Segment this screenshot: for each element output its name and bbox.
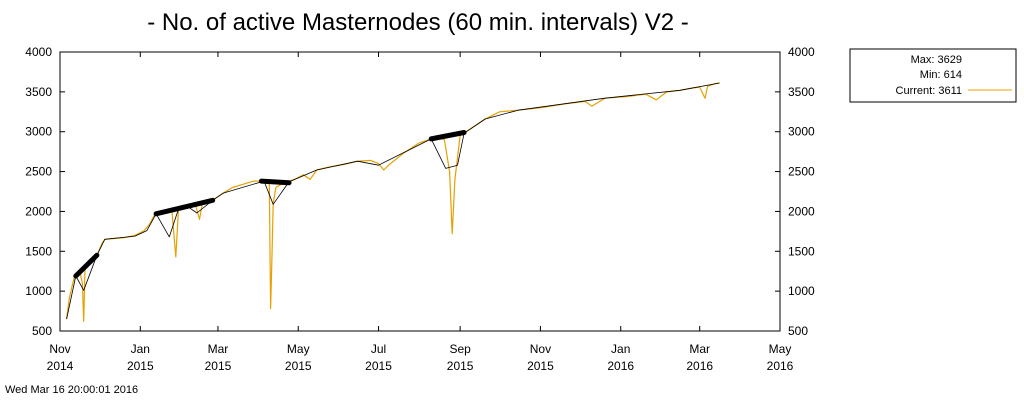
x-tick-label-year: 2015 xyxy=(527,359,554,373)
y-tick-label-left: 3000 xyxy=(25,125,52,139)
x-tick-label-year: 2016 xyxy=(607,359,634,373)
y-tick-label-right: 1500 xyxy=(788,244,815,258)
x-tick-label-year: 2016 xyxy=(767,359,794,373)
x-tick-label-month: Nov xyxy=(530,342,551,356)
y-tick-label-left: 1500 xyxy=(25,244,52,258)
y-tick-label-right: 3500 xyxy=(788,85,815,99)
highlight-segment xyxy=(258,178,292,186)
y-axis-left: 500 1000 1500 2000 2500 3000 3500 4000 xyxy=(25,45,65,338)
highlight-segment xyxy=(153,197,216,217)
x-tick-label-year: 2015 xyxy=(205,359,232,373)
y-axis-right: 500 1000 1500 2000 2500 3000 3500 4000 xyxy=(775,45,815,338)
y-tick-label-right: 3000 xyxy=(788,125,815,139)
x-tick-label-month: Mar xyxy=(689,342,710,356)
x-tick-label-month: Nov xyxy=(49,342,70,356)
y-tick-label-left: 1000 xyxy=(25,284,52,298)
y-tick-label-right: 500 xyxy=(788,324,808,338)
x-tick-label-year: 2015 xyxy=(285,359,312,373)
x-tick-label-month: May xyxy=(287,342,310,356)
x-tick-label-year: 2016 xyxy=(686,359,713,373)
x-tick-label-month: May xyxy=(769,342,792,356)
y-tick-label-left: 2000 xyxy=(25,204,52,218)
legend-max: Max: 3629 xyxy=(911,54,962,66)
plot-area xyxy=(59,51,781,332)
legend-box xyxy=(849,48,1017,103)
highlight-segment xyxy=(428,130,467,142)
legend: Max: 3629 Min: 614 Current: 3611 xyxy=(849,48,1017,103)
highlight-segment xyxy=(73,252,100,279)
x-tick-label-year: 2015 xyxy=(365,359,392,373)
x-tick-label-year: 2014 xyxy=(47,359,74,373)
x-tick-label-month: Jan xyxy=(131,342,150,356)
x-tick-label-month: Sep xyxy=(449,342,471,356)
x-axis: Nov 2014 Jan 2015 Mar 2015 May 2015 Jul 2015 Sep 20… xyxy=(47,52,794,373)
x-tick-label-month: Jul xyxy=(371,342,386,356)
y-tick-label-left: 2500 xyxy=(25,165,52,179)
y-tick-label-left: 4000 xyxy=(25,45,52,59)
legend-min: Min: 614 xyxy=(920,69,962,81)
y-tick-label-left: 500 xyxy=(32,324,52,338)
x-tick-label-month: Mar xyxy=(208,342,229,356)
timestamp: Wed Mar 16 20:00:01 2016 xyxy=(5,384,138,396)
highlight-layer xyxy=(73,130,467,279)
x-tick-label-year: 2015 xyxy=(127,359,154,373)
y-tick-label-right: 2500 xyxy=(788,165,815,179)
y-tick-label-left: 3500 xyxy=(25,85,52,99)
x-tick-label-month: Jan xyxy=(611,342,630,356)
y-tick-label-right: 4000 xyxy=(788,45,815,59)
x-tick-label-year: 2015 xyxy=(447,359,474,373)
chart-title: - No. of active Masternodes (60 min. int… xyxy=(147,9,689,36)
y-tick-label-right: 1000 xyxy=(788,284,815,298)
legend-current: Current: 3611 xyxy=(896,85,962,97)
y-tick-label-right: 2000 xyxy=(788,204,815,218)
